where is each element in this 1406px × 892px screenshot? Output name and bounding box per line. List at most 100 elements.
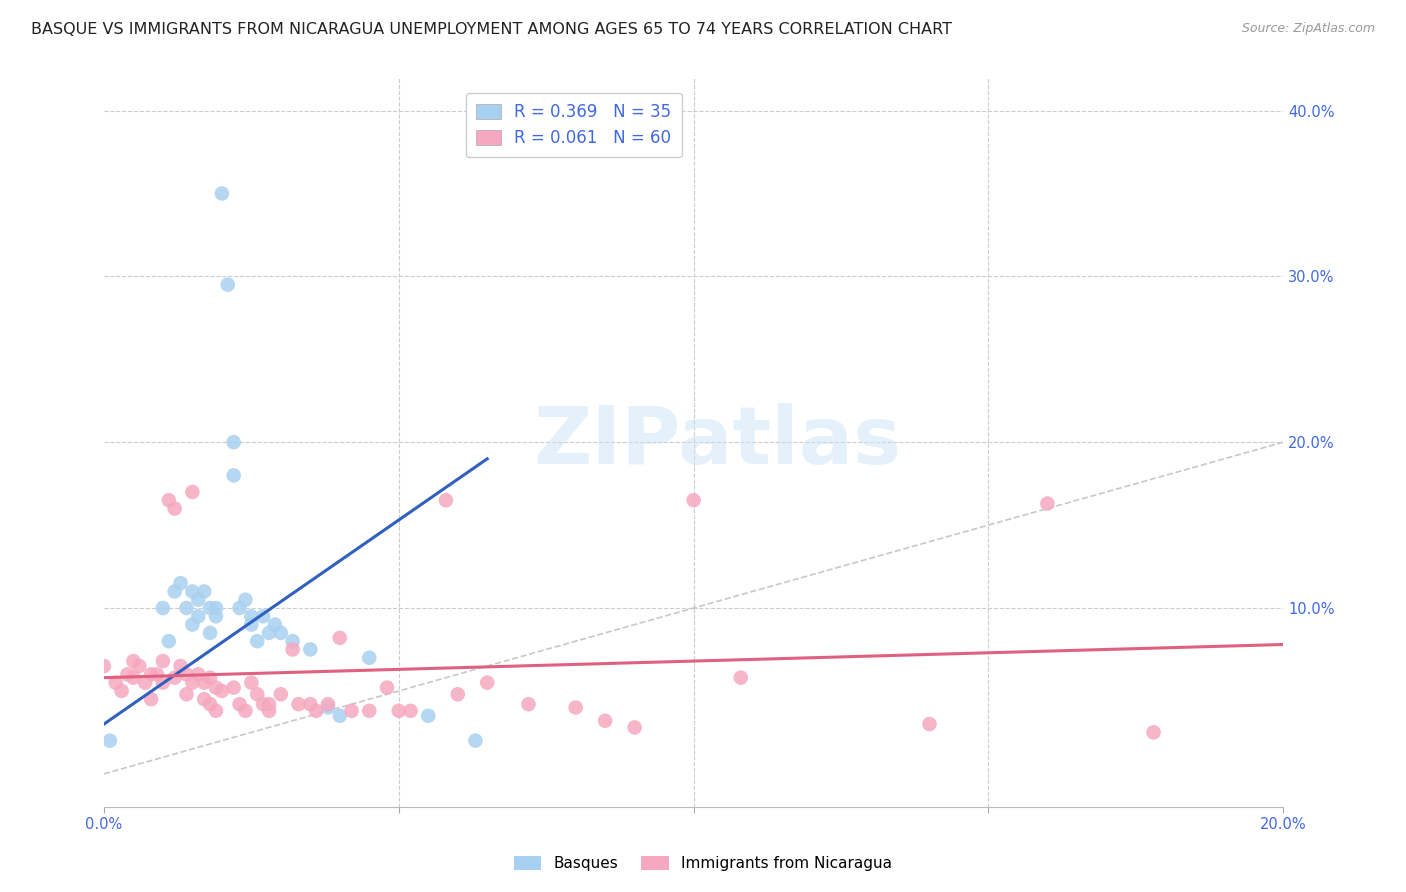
Point <box>305 704 328 718</box>
Point <box>1142 725 1164 739</box>
Point <box>187 667 209 681</box>
Point <box>264 617 287 632</box>
Point <box>359 704 381 718</box>
Point <box>187 609 209 624</box>
Point <box>157 493 180 508</box>
Legend: Basques, Immigrants from Nicaragua: Basques, Immigrants from Nicaragua <box>508 850 898 877</box>
Point <box>240 675 263 690</box>
Point <box>418 708 440 723</box>
Point <box>139 667 162 681</box>
Point <box>198 697 221 711</box>
Point <box>181 675 204 690</box>
Point <box>157 634 180 648</box>
Point <box>682 493 704 508</box>
Point <box>122 671 145 685</box>
Point <box>198 671 221 685</box>
Point <box>181 485 204 500</box>
Point <box>359 650 381 665</box>
Point <box>257 704 280 718</box>
Legend: R = 0.369   N = 35, R = 0.061   N = 60: R = 0.369 N = 35, R = 0.061 N = 60 <box>465 93 682 157</box>
Point <box>181 617 204 632</box>
Point <box>287 697 309 711</box>
Point <box>163 584 186 599</box>
Point <box>205 681 228 695</box>
Point <box>211 186 233 201</box>
Point <box>193 584 215 599</box>
Point <box>169 576 191 591</box>
Point <box>270 626 292 640</box>
Point <box>146 667 169 681</box>
Point <box>464 733 486 747</box>
Point <box>316 700 339 714</box>
Point <box>152 601 174 615</box>
Point <box>329 631 352 645</box>
Point <box>388 704 411 718</box>
Point <box>1036 497 1059 511</box>
Point <box>252 697 274 711</box>
Point <box>299 697 322 711</box>
Text: Source: ZipAtlas.com: Source: ZipAtlas.com <box>1241 22 1375 36</box>
Point <box>222 681 245 695</box>
Point <box>187 592 209 607</box>
Point <box>211 684 233 698</box>
Point <box>730 671 752 685</box>
Point <box>176 667 198 681</box>
Point <box>447 687 470 701</box>
Point <box>228 697 250 711</box>
Point <box>246 687 269 701</box>
Point <box>434 493 457 508</box>
Point <box>181 584 204 599</box>
Point <box>375 681 398 695</box>
Point <box>176 687 198 701</box>
Point <box>257 626 280 640</box>
Point <box>205 601 228 615</box>
Point <box>252 609 274 624</box>
Point <box>93 659 115 673</box>
Point <box>228 601 250 615</box>
Point <box>623 720 645 734</box>
Point <box>222 468 245 483</box>
Point <box>399 704 422 718</box>
Point <box>340 704 363 718</box>
Point <box>193 675 215 690</box>
Point <box>235 704 257 718</box>
Point <box>152 675 174 690</box>
Point <box>240 609 263 624</box>
Point <box>477 675 499 690</box>
Text: ZIPatlas: ZIPatlas <box>533 403 901 481</box>
Point <box>122 654 145 668</box>
Point <box>163 671 186 685</box>
Point <box>176 601 198 615</box>
Point <box>257 697 280 711</box>
Point <box>128 659 150 673</box>
Point <box>329 708 352 723</box>
Point <box>198 626 221 640</box>
Point <box>205 704 228 718</box>
Point <box>222 435 245 450</box>
Point <box>299 642 322 657</box>
Point <box>593 714 616 728</box>
Point <box>217 277 239 292</box>
Point <box>240 617 263 632</box>
Point <box>246 634 269 648</box>
Point <box>104 675 127 690</box>
Point <box>110 684 132 698</box>
Point <box>169 659 191 673</box>
Point <box>281 642 304 657</box>
Point <box>235 592 257 607</box>
Point <box>517 697 540 711</box>
Point <box>205 609 228 624</box>
Point <box>193 692 215 706</box>
Point <box>564 700 586 714</box>
Point <box>918 717 941 731</box>
Point <box>117 667 139 681</box>
Point <box>152 654 174 668</box>
Point <box>281 634 304 648</box>
Point <box>134 675 156 690</box>
Point <box>198 601 221 615</box>
Point <box>98 733 121 747</box>
Text: BASQUE VS IMMIGRANTS FROM NICARAGUA UNEMPLOYMENT AMONG AGES 65 TO 74 YEARS CORRE: BASQUE VS IMMIGRANTS FROM NICARAGUA UNEM… <box>31 22 952 37</box>
Point <box>316 697 339 711</box>
Point <box>163 501 186 516</box>
Point <box>270 687 292 701</box>
